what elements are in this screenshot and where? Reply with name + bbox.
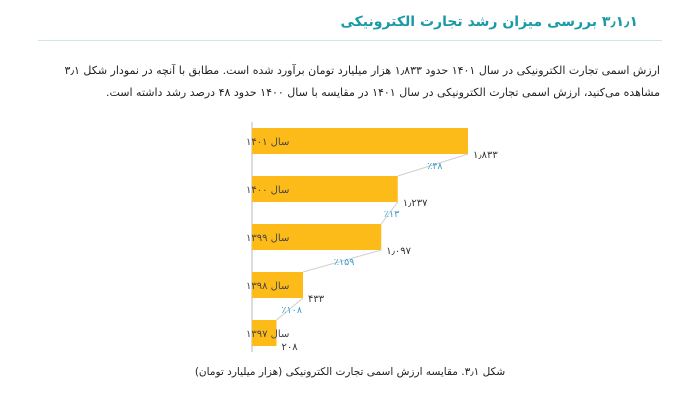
growth-label-3: ٪۱۰۸ — [282, 305, 302, 316]
bar-0 — [252, 128, 468, 154]
connector-line-3 — [276, 297, 304, 321]
category-label-4: سال ۱۳۹۷ — [246, 329, 289, 340]
growth-label-1: ٪۱۳ — [384, 209, 399, 220]
bar-1 — [252, 176, 398, 202]
heading-divider — [38, 40, 662, 41]
bar-4 — [252, 320, 277, 346]
value-label-2: ۱٫۰۹۷ — [386, 246, 411, 257]
growth-label-0: ٪۴۸ — [427, 161, 442, 172]
category-label-1: سال ۱۴۰۰ — [246, 185, 289, 196]
value-label-0: ۱٫۸۳۳ — [473, 150, 498, 161]
category-label-0: سال ۱۴۰۱ — [246, 137, 289, 148]
section-heading: ۳٫۱٫۱ بررسی میزان رشد تجارت الکترونیکی — [340, 14, 638, 30]
growth-bar-chart: سال ۱۴۰۱ ۱٫۸۳۳ سال ۱۴۰۰ ۱٫۲۳۷ سال ۱۳۹۹ ۱٫۰۹۷ س… — [246, 122, 498, 353]
bar-3 — [252, 272, 304, 298]
value-label-3: ۴۳۳ — [308, 294, 325, 305]
connector-line-0 — [397, 153, 469, 177]
paragraph-line-2: مشاهده می‌کنید، ارزش اسمی تجارت الکترونی… — [105, 86, 660, 99]
connector-line-1 — [380, 201, 399, 225]
connector-line-2 — [302, 249, 382, 273]
intro-paragraph: ارزش اسمی تجارت الکترونیکی در سال ۱۴۰۱ ح… — [36, 60, 660, 104]
value-label-1: ۱٫۲۳۷ — [403, 198, 428, 209]
growth-label-2: ٪۱۵۹ — [334, 257, 354, 268]
figure-caption: شکل ۳٫۱. مقایسه ارزش اسمی تجارت الکترونی… — [194, 366, 506, 378]
value-label-4: ۲۰۸ — [282, 342, 299, 353]
bar-2 — [252, 224, 382, 250]
paragraph-line-1: ارزش اسمی تجارت الکترونیکی در سال ۱۴۰۱ ح… — [64, 64, 660, 77]
category-label-3: سال ۱۳۹۸ — [246, 281, 289, 292]
category-label-2: سال ۱۳۹۹ — [246, 233, 289, 244]
